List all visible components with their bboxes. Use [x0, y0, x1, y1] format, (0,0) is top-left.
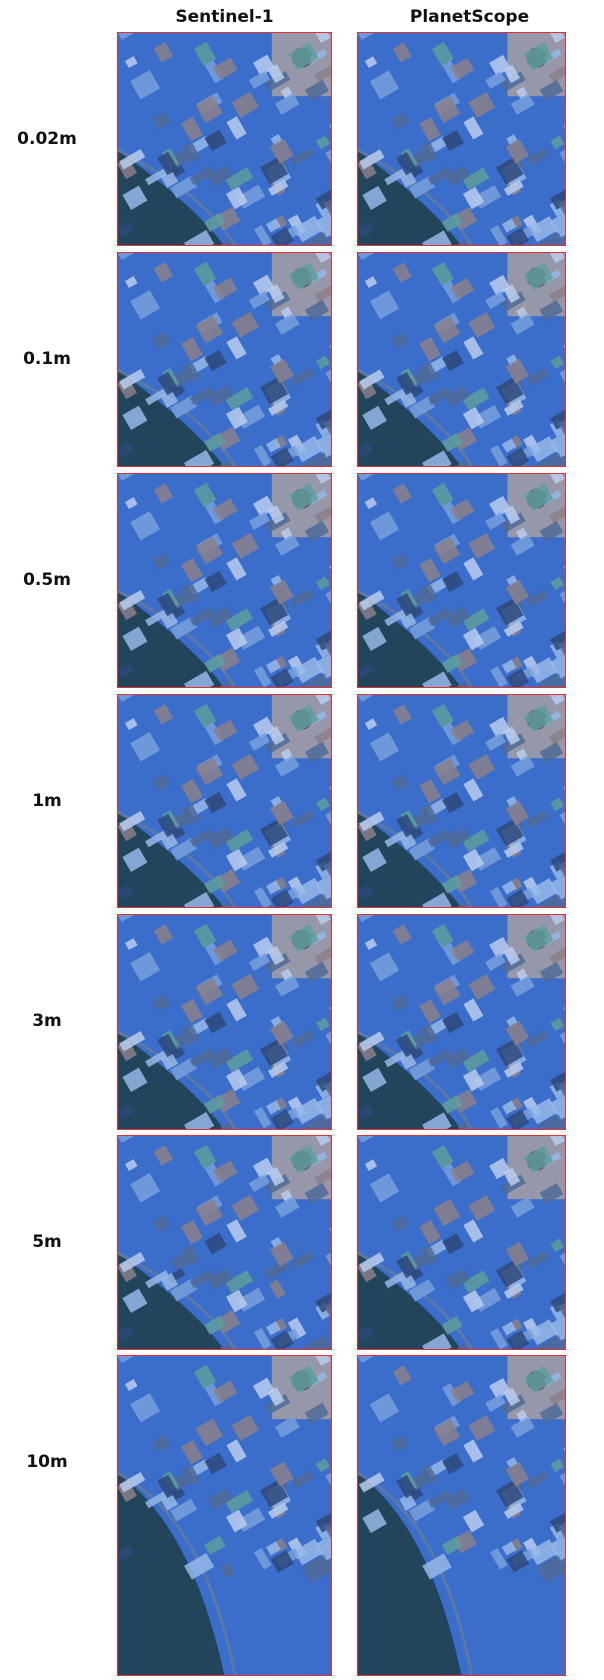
flood-map: [357, 246, 588, 480]
flood-map: [357, 1129, 582, 1363]
row-label: 10m: [26, 1452, 67, 1472]
row-label: 5m: [32, 1232, 62, 1252]
flood-map: [357, 908, 588, 1142]
map-building: [329, 337, 354, 363]
flood-overlay: [357, 694, 566, 908]
map-building: [564, 999, 589, 1025]
flood-map: [357, 467, 588, 701]
map-building: [564, 117, 589, 143]
flood-overlay: [357, 914, 566, 1130]
flood-overlay: [117, 252, 332, 467]
flood-map: [117, 907, 355, 1141]
flood-overlay: [117, 1135, 332, 1350]
row-label: 1m: [32, 791, 62, 811]
map-building: [329, 1220, 354, 1246]
flood-map: [357, 26, 588, 260]
flood-overlay: [357, 252, 566, 467]
column-header: Sentinel-1: [175, 7, 273, 27]
row-label: 3m: [32, 1011, 62, 1031]
row-label: 0.5m: [23, 570, 71, 590]
flood-overlay: [117, 32, 332, 246]
row-label: 0.1m: [23, 349, 71, 369]
flood-map: [117, 466, 355, 700]
flood-map: [117, 25, 355, 259]
flood-overlay: [117, 914, 332, 1130]
column-header: PlanetScope: [410, 7, 529, 27]
page: Sentinel-1 PlanetScope 0.02m 0.1m 0.5m 1m 3m 5m…: [0, 0, 604, 1676]
flood-overlay: [117, 473, 332, 688]
flood-overlay: [117, 1355, 332, 1676]
map-building: [329, 117, 354, 143]
map-building: [564, 558, 589, 584]
flood-overlay: [357, 1135, 566, 1350]
figure: Sentinel-1 PlanetScope 0.02m 0.1m 0.5m 1m 3m 5m…: [0, 0, 604, 1676]
map-building: [564, 779, 589, 805]
map-building: [564, 1440, 589, 1466]
row-label: 0.02m: [17, 129, 77, 149]
flood-overlay: [357, 473, 566, 688]
flood-map: [357, 1349, 588, 1676]
flood-map: [357, 688, 588, 922]
map-building: [329, 779, 354, 805]
flood-map: [117, 245, 355, 479]
flood-map: [117, 687, 355, 921]
map-building: [329, 999, 354, 1025]
flood-overlay: [117, 694, 332, 908]
map-building: [564, 337, 589, 363]
flood-overlay: [357, 32, 566, 246]
flood-overlay: [357, 1355, 566, 1676]
map-building: [329, 558, 354, 584]
flood-map: [117, 1348, 349, 1676]
flood-map: [117, 1128, 355, 1362]
